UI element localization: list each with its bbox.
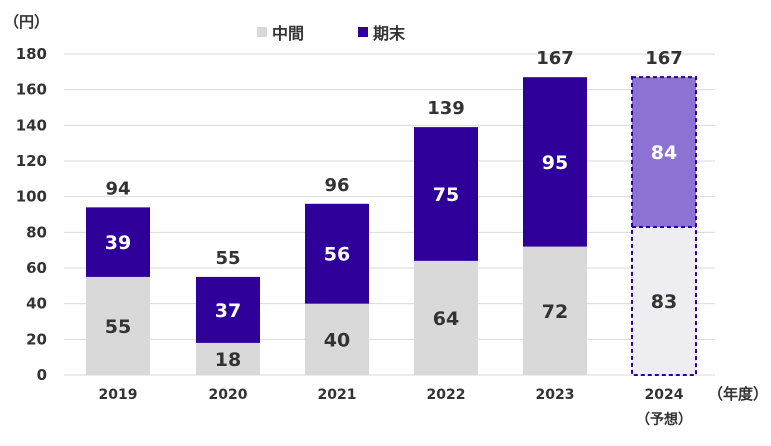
y-tick-label: 120	[16, 152, 47, 170]
x-tick-note: （予想）	[636, 411, 692, 428]
data-label-final: 95	[542, 152, 568, 174]
legend: 中間 期末	[257, 24, 406, 43]
legend-label-interim: 中間	[272, 24, 304, 43]
data-label-interim: 40	[324, 329, 350, 351]
bar-segment-interim	[196, 342, 260, 375]
bar-segment-final	[523, 77, 587, 247]
bars: 55 39 94 18 37 55 40 56 96 64 75 139 72 95 167 83 84 167	[86, 48, 697, 377]
x-tick-label: 2024	[645, 387, 684, 403]
y-axis: 0 20 40 60 80 100 120 140 160 180	[16, 45, 47, 384]
bar-segment-final	[86, 207, 150, 277]
bar-group: 64 75 139	[414, 98, 478, 375]
bar-segment-final	[305, 203, 369, 304]
data-label-total: 94	[105, 178, 130, 199]
data-label-final: 84	[651, 142, 677, 164]
y-tick-label: 80	[26, 223, 47, 241]
y-tick-label: 180	[16, 45, 47, 63]
data-label-interim: 64	[433, 308, 459, 330]
bar-group: 83 84 167	[631, 48, 697, 377]
legend-label-final: 期末	[373, 24, 406, 43]
data-label-final: 39	[105, 232, 131, 254]
y-tick-label: 20	[26, 330, 47, 348]
bar-group: 40 56 96	[305, 175, 369, 375]
x-tick-label: 2020	[209, 387, 248, 403]
legend-swatch-final	[358, 27, 368, 37]
bar-group: 18 37 55	[196, 248, 260, 375]
data-label-total: 96	[324, 175, 349, 196]
data-label-final: 75	[433, 184, 459, 206]
x-axis-unit-label: （年度）	[708, 385, 768, 403]
data-label-total: 139	[427, 98, 465, 119]
bar-group: 72 95 167	[523, 48, 587, 375]
y-tick-label: 60	[26, 259, 47, 277]
y-tick-label: 40	[26, 295, 47, 313]
data-label-final: 37	[215, 300, 241, 322]
data-label-interim: 72	[542, 301, 568, 323]
bar-segment-interim	[305, 303, 369, 375]
gridlines	[64, 53, 715, 376]
bar-segment-final	[414, 127, 478, 261]
bar-segment-final	[196, 276, 260, 343]
y-tick-label: 160	[16, 81, 47, 99]
data-label-interim: 18	[215, 349, 241, 371]
data-label-total: 167	[645, 48, 683, 69]
bar-group: 55 39 94	[86, 178, 150, 375]
data-label-final: 56	[324, 244, 350, 266]
data-label-interim: 83	[651, 291, 677, 313]
bar-segment-interim	[632, 226, 696, 375]
x-tick-label: 2023	[536, 387, 575, 403]
bar-segment-interim	[86, 276, 150, 375]
data-label-interim: 55	[105, 316, 131, 338]
x-tick-label: 2019	[99, 387, 138, 403]
bar-segment-interim	[414, 260, 478, 375]
bar-segment-interim	[523, 246, 587, 375]
bar-segment-final	[632, 77, 696, 227]
y-tick-label: 140	[16, 116, 47, 134]
y-tick-label: 0	[37, 366, 47, 384]
y-tick-label: 100	[16, 188, 47, 206]
data-label-total: 55	[215, 248, 240, 269]
x-axis: 2019 2020 2021 2022 2023 2024 （予想）	[99, 387, 692, 428]
x-tick-label: 2021	[318, 387, 357, 403]
legend-swatch-interim	[257, 27, 267, 37]
y-axis-unit-label: （円）	[4, 13, 49, 31]
x-tick-label: 2022	[427, 387, 466, 403]
data-label-total: 167	[536, 48, 574, 69]
